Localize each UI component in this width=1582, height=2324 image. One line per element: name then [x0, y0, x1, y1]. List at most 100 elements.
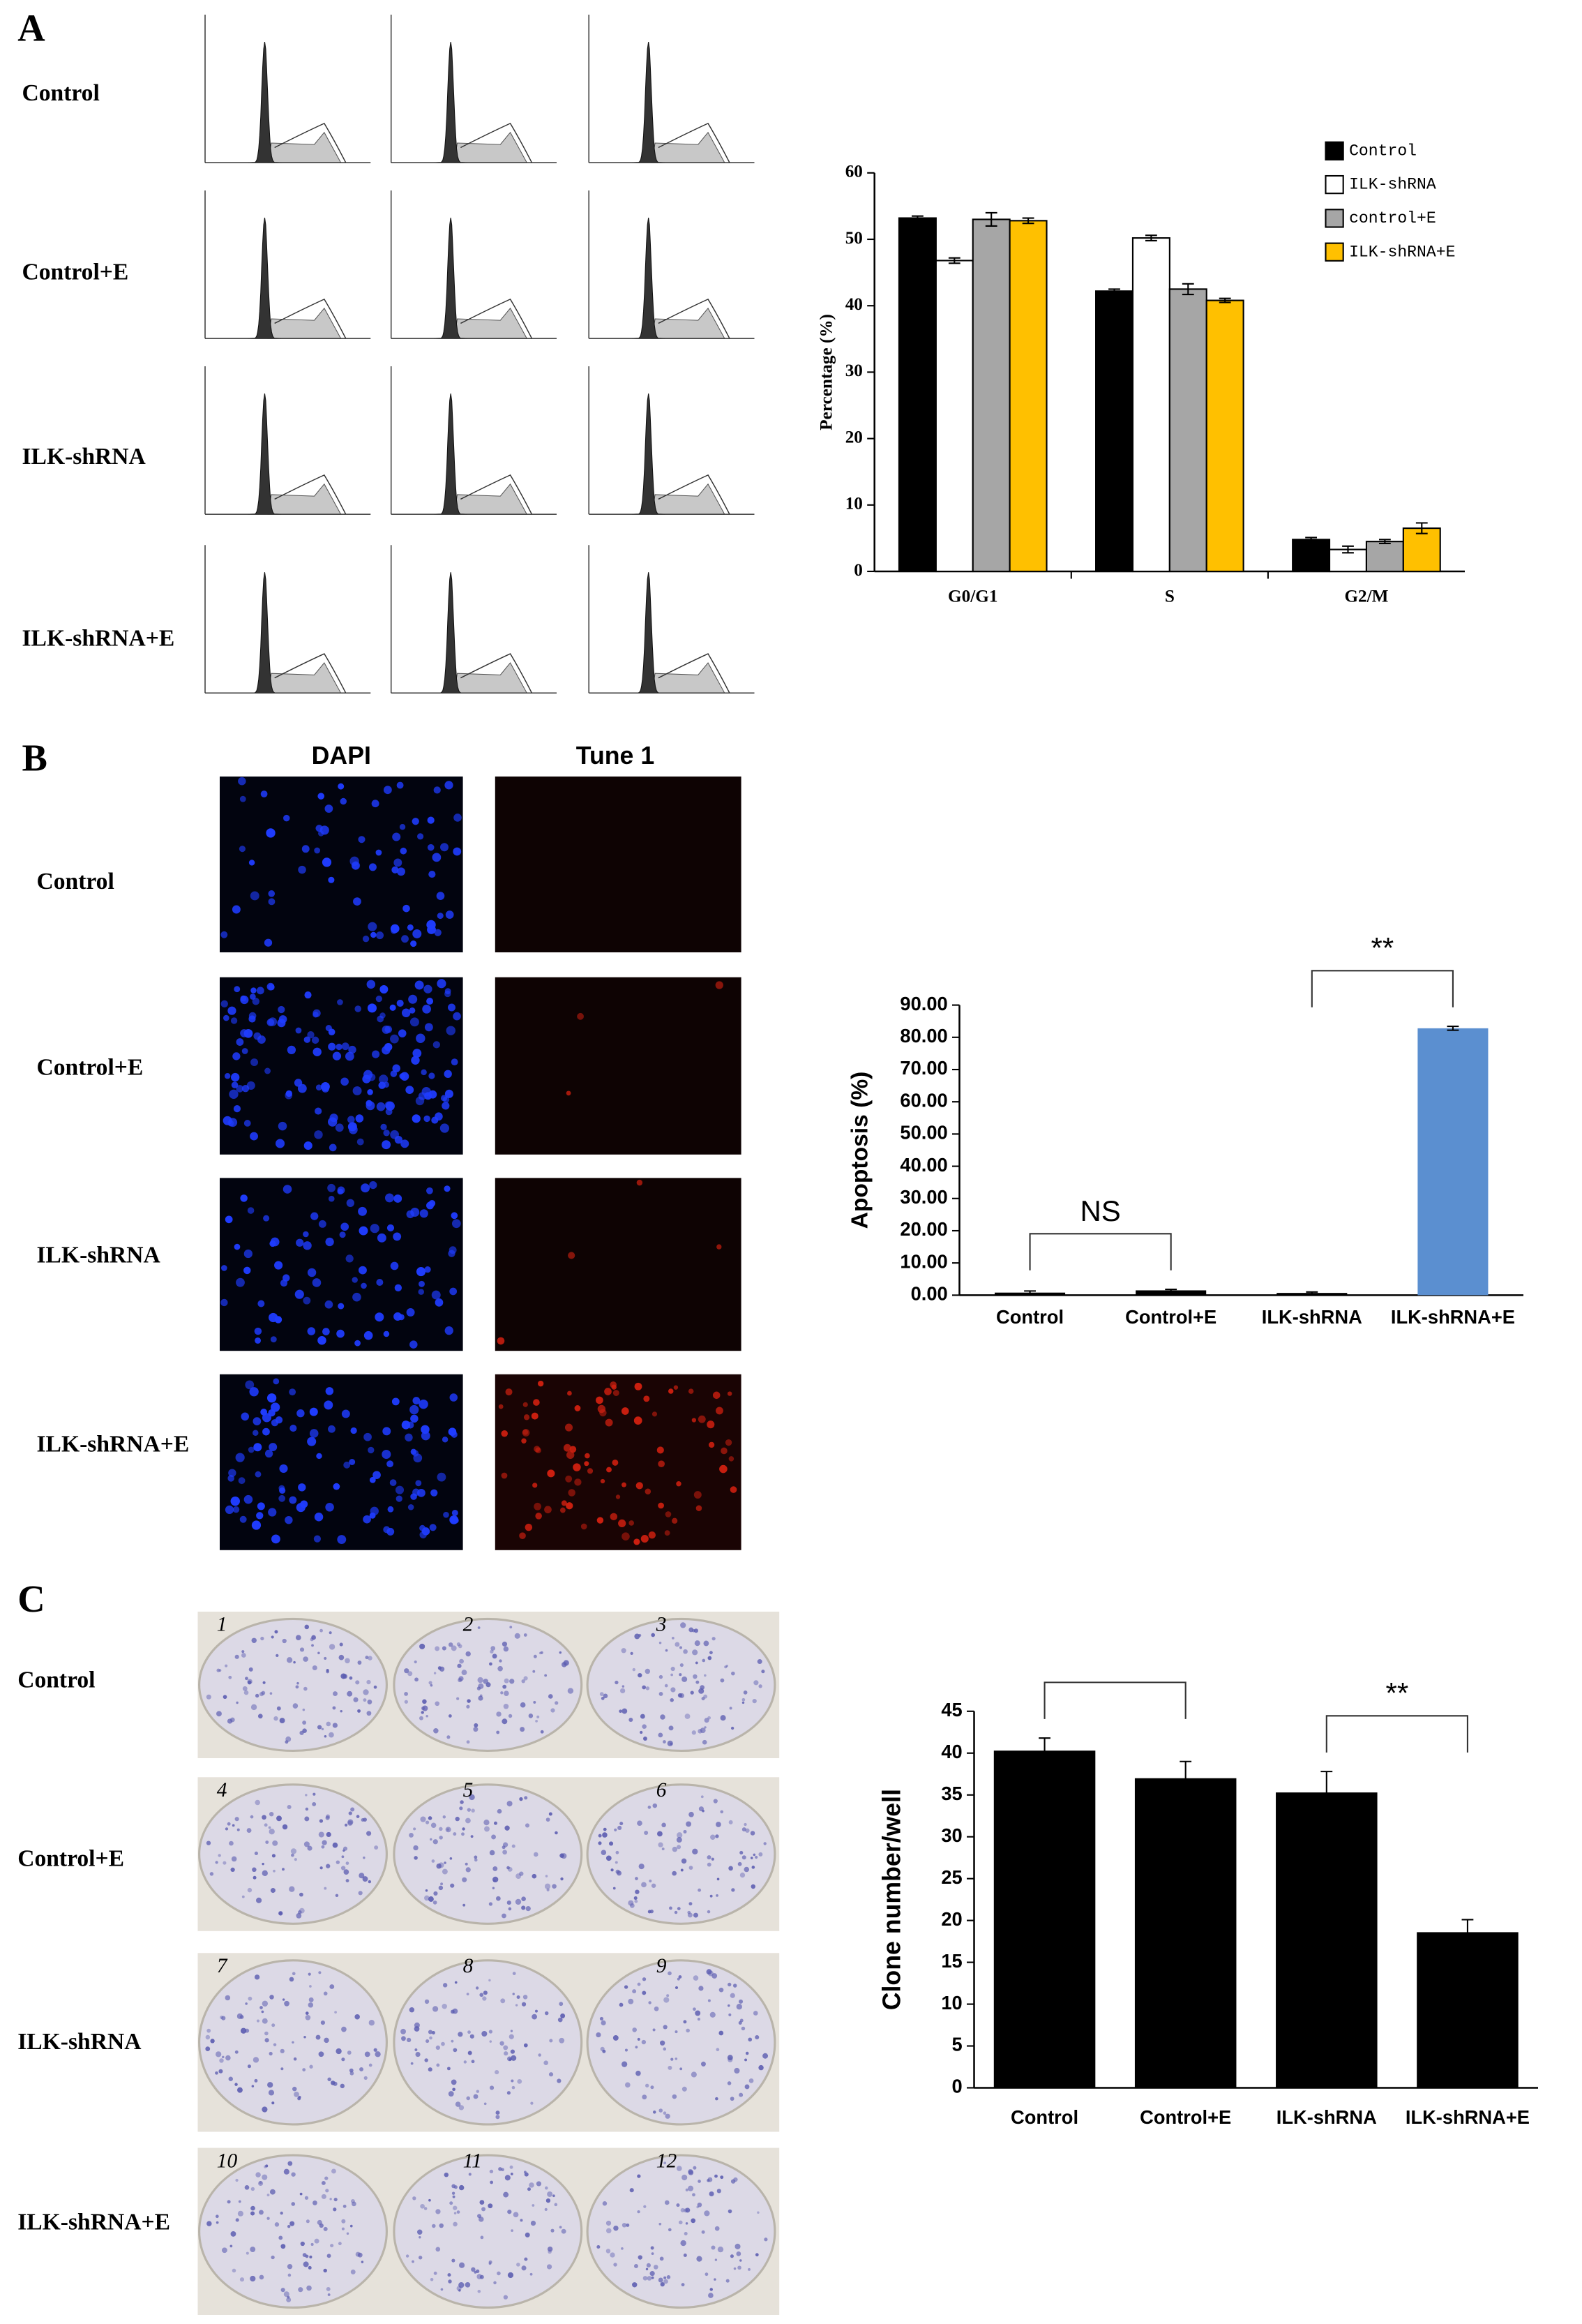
colony — [619, 1709, 622, 1714]
nucleus — [307, 1268, 317, 1277]
colony — [599, 1692, 604, 1696]
y-tick-label: 10 — [845, 495, 863, 513]
colony — [658, 2108, 663, 2113]
nucleus — [407, 1504, 414, 1510]
nucleus — [328, 876, 335, 883]
colony — [492, 1654, 497, 1659]
nucleus — [224, 1073, 231, 1079]
nucleus — [318, 830, 324, 837]
colony — [755, 2034, 760, 2040]
nucleus — [346, 1199, 355, 1207]
colony — [467, 1808, 472, 1812]
nucleus — [424, 1266, 431, 1273]
panel-label: C — [17, 1577, 45, 1620]
nucleus — [409, 1017, 419, 1027]
colony — [477, 1626, 481, 1629]
colony — [364, 2051, 370, 2057]
colony — [329, 1644, 336, 1650]
colony — [466, 1993, 469, 1995]
nucleus — [366, 1100, 372, 1107]
tunel-positive — [577, 1012, 584, 1020]
colony — [617, 1825, 622, 1830]
colony — [728, 2057, 733, 2062]
colony — [248, 1996, 253, 2001]
colony — [299, 2192, 303, 2196]
bar — [1009, 220, 1048, 573]
colony — [524, 2257, 528, 2261]
tunel-positive — [585, 1453, 590, 1459]
colony — [309, 2064, 313, 2069]
colony — [269, 2051, 273, 2056]
tunel-positive — [566, 1502, 573, 1510]
bar — [1205, 299, 1244, 573]
tunel-positive — [522, 1429, 530, 1437]
colony — [331, 2168, 336, 2174]
nucleus — [263, 1215, 270, 1222]
colony — [638, 1633, 642, 1637]
colony — [622, 2223, 627, 2228]
colony — [727, 2055, 733, 2061]
colony — [269, 1692, 273, 1695]
colony — [273, 1716, 278, 1721]
colony — [516, 1995, 520, 2000]
histogram-fit — [274, 122, 347, 163]
colony — [493, 1821, 497, 1825]
colony — [428, 2030, 432, 2034]
colony — [474, 1858, 478, 1862]
histogram-peak — [434, 41, 467, 163]
tunel-positive — [523, 1414, 530, 1420]
colony — [465, 1817, 471, 1824]
nucleus — [243, 1494, 253, 1504]
y-tick-label: 30.00 — [900, 1186, 947, 1208]
colony — [302, 1728, 307, 1734]
nucleus — [248, 1015, 256, 1023]
nucleus — [337, 1535, 347, 1544]
colony — [278, 1912, 282, 1915]
colony — [632, 1667, 636, 1672]
nucleus — [271, 1402, 280, 1412]
colony — [684, 1714, 691, 1719]
colony — [342, 1849, 345, 1852]
colony — [276, 1815, 282, 1822]
colony — [488, 1902, 493, 1906]
nucleus — [289, 1388, 296, 1396]
y-tick-label: 20 — [845, 428, 863, 447]
colony — [660, 2040, 665, 2046]
colony — [490, 1649, 494, 1654]
colony — [465, 1862, 468, 1866]
colony — [246, 2251, 249, 2255]
tunel-positive — [621, 1407, 629, 1415]
y-tick-label: 20.00 — [900, 1218, 947, 1240]
nucleus — [417, 833, 424, 840]
colony — [545, 2011, 549, 2016]
colony — [700, 1727, 706, 1734]
nucleus — [379, 1074, 389, 1084]
colony — [758, 1684, 762, 1688]
colony — [309, 2255, 312, 2258]
colony — [477, 2214, 482, 2219]
colony — [453, 1832, 457, 1836]
colony — [261, 1690, 266, 1695]
colony — [647, 2276, 652, 2281]
colony — [206, 1841, 211, 1845]
colony — [663, 2276, 667, 2279]
colony — [345, 1879, 349, 1882]
colony — [547, 2246, 553, 2252]
colony — [247, 1887, 253, 1893]
colony — [292, 2041, 294, 2044]
colony — [716, 1894, 718, 1897]
nucleus — [370, 1506, 379, 1516]
well — [393, 1783, 583, 1925]
colony — [435, 2247, 441, 2252]
nucleus — [320, 1081, 330, 1091]
colony — [470, 1835, 474, 1838]
colony — [405, 2254, 409, 2258]
histogram-fit — [658, 474, 730, 515]
colony — [678, 2220, 683, 2225]
tunel-positive — [498, 1404, 504, 1409]
colony — [483, 2102, 487, 2106]
colony — [613, 2263, 617, 2267]
colony — [488, 2030, 493, 2034]
colony — [709, 2011, 716, 2018]
colony — [270, 1888, 276, 1894]
